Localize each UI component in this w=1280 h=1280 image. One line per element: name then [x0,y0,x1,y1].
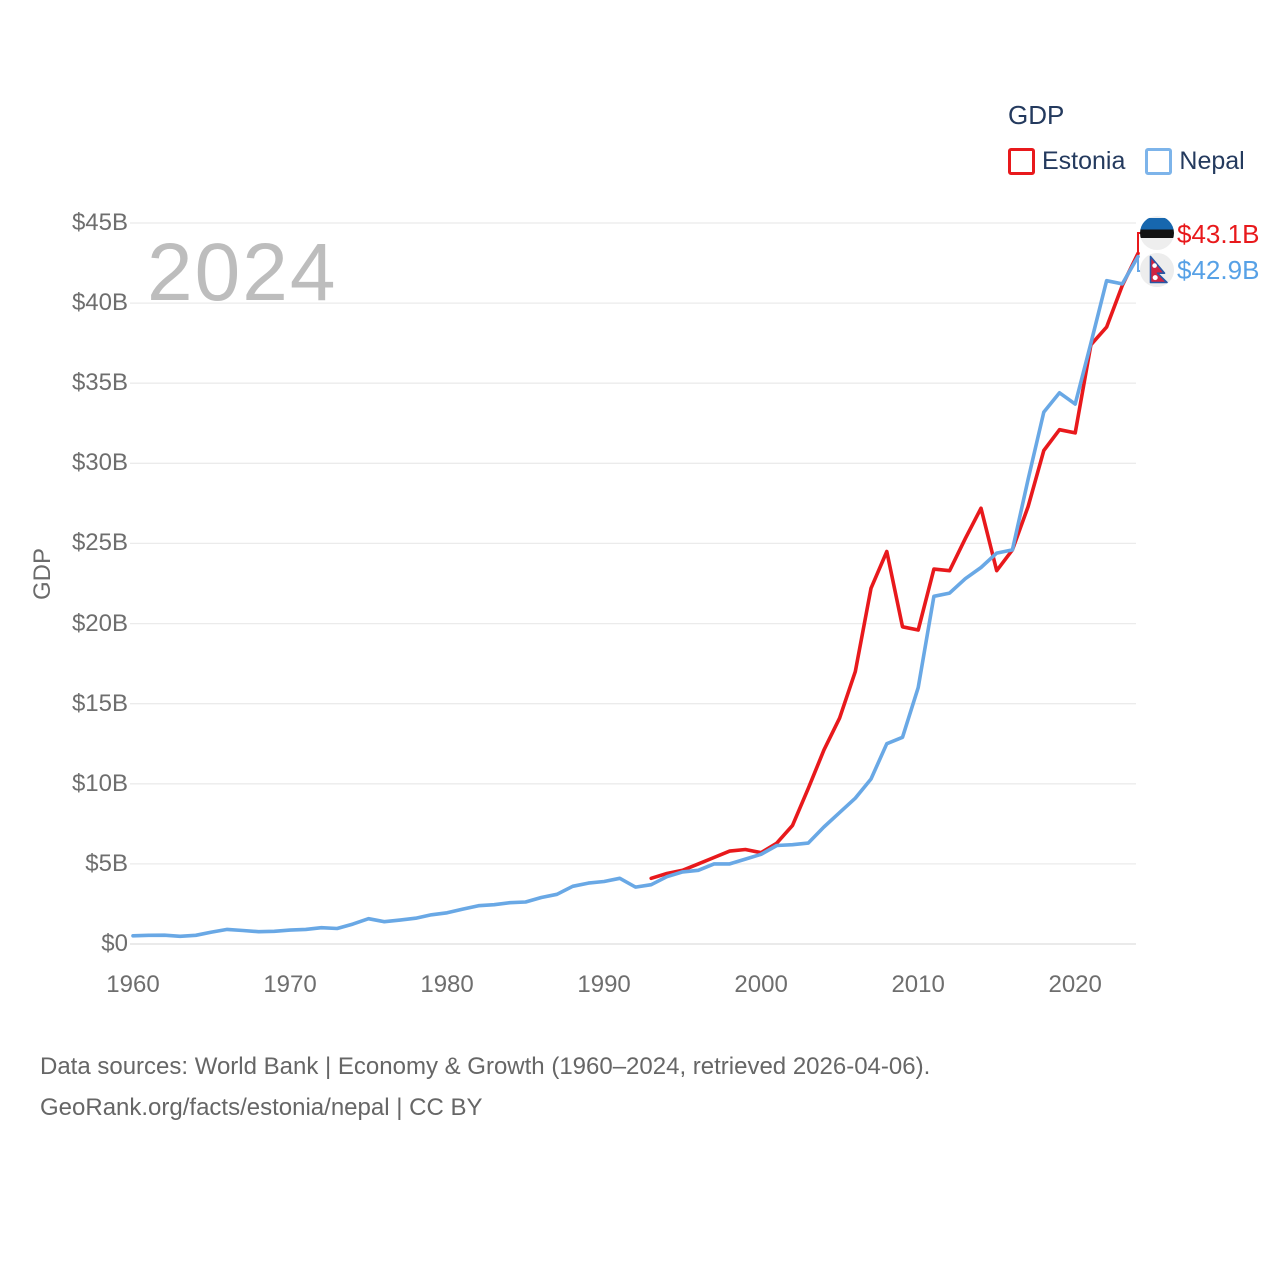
legend-label-estonia: Estonia [1042,147,1126,175]
x-tick-label: 1970 [263,971,317,998]
y-tick-label: $25B [71,529,128,557]
data-source-line: Data sources: World Bank | Economy & Gro… [40,1053,931,1080]
y-tick-label: $15B [71,689,128,717]
watermark-year: 2024 [147,227,338,318]
nepal-flag-icon [1140,253,1174,287]
y-tick-label: $5B [85,849,128,877]
y-tick-label: $10B [71,769,128,797]
y-tick-label: $0 [101,930,128,957]
estonia-end-value-label: $43.1B [1177,219,1260,249]
estonia-series-swatch-icon [1008,148,1035,175]
legend-title: GDP [1008,100,1065,130]
x-tick-label: 1980 [420,971,474,998]
x-tick-label: 1960 [106,971,160,998]
x-tick-label: 2010 [891,971,945,998]
legend-item-nepal[interactable]: Nepal [1145,147,1245,176]
y-tick-label: $30B [71,449,128,477]
nepal-series-swatch-icon [1145,148,1173,175]
legend-item-estonia[interactable]: Estonia [1008,147,1125,176]
y-tick-label: $35B [71,369,128,397]
x-tick-label: 1990 [577,971,631,998]
y-tick-label: $45B [71,209,128,236]
y-tick-label: $40B [71,289,128,317]
license-line: GeoRank.org/facts/estonia/nepal | CC BY [40,1094,483,1121]
y-tick-label: $20B [71,609,128,637]
attribution-footer: Data sources: World Bank | Economy & Gro… [40,1046,930,1128]
series-line-nepal [131,254,1140,939]
legend-label-nepal: Nepal [1179,147,1245,175]
chart-legend: GDP Estonia Nepal [1008,100,1259,176]
x-tick-label: 2020 [1048,971,1102,998]
nepal-end-value-label: $42.9B [1177,255,1260,285]
series-line-estonia [649,251,1140,881]
x-tick-label: 2000 [734,971,788,998]
estonia-flag-icon [1140,216,1174,250]
